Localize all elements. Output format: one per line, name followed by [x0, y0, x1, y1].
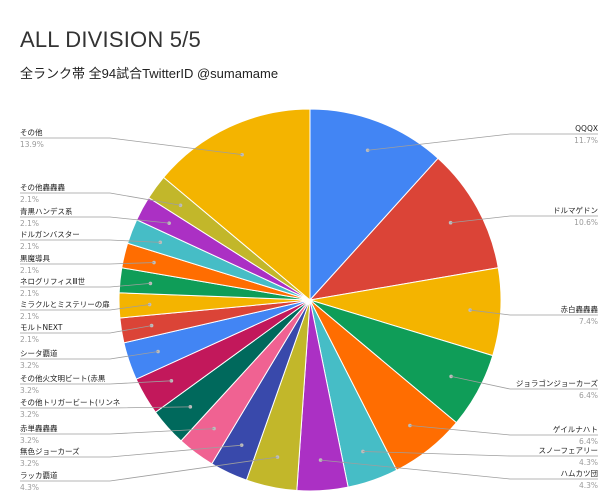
pie-slice[interactable] — [309, 108, 439, 302]
leader-line — [20, 304, 150, 311]
leader-lines — [20, 133, 598, 482]
slice-label: ラッカ覇道 — [20, 470, 58, 480]
slice-percent: 3.2% — [20, 436, 39, 445]
leader-line — [362, 451, 598, 457]
leader-line — [450, 376, 598, 390]
slice-percent: 3.2% — [20, 459, 39, 468]
slice-percent: 2.1% — [20, 289, 39, 298]
leader-line — [20, 239, 161, 243]
slice-label: 赤単轟轟轟 — [20, 423, 58, 433]
slice-percent: 3.2% — [20, 410, 39, 419]
leader-line — [20, 406, 191, 409]
slice-labels: QQQX 11.7% ドルマゲドン 10.6% 赤白轟轟轟 7.4% ジョラゴンジョーカーズ… — [20, 124, 598, 492]
slice-label: ジョラゴンジョーカーズ — [516, 378, 599, 388]
slice-percent: 6.4% — [579, 391, 598, 400]
slice-label: その他轟轟轟 — [20, 182, 65, 192]
slice-label: 青黒ハンデス系 — [20, 206, 73, 216]
slice-label: モルトNEXT — [20, 323, 63, 332]
pie-slice[interactable] — [308, 157, 499, 301]
slice-percent: 2.1% — [20, 219, 39, 228]
leader-line — [20, 380, 172, 385]
slice-percent: 2.1% — [20, 195, 39, 204]
leader-line — [20, 351, 159, 360]
leader-line — [20, 216, 170, 224]
leader-line — [20, 325, 152, 334]
leader-line — [320, 459, 598, 480]
slice-percent: 2.1% — [20, 312, 39, 321]
pie-slice[interactable] — [162, 108, 311, 302]
slice-percent: 2.1% — [20, 266, 39, 275]
leader-line — [367, 133, 598, 151]
slice-label: ミラクルとミステリーの扉 — [20, 299, 110, 309]
slice-label: スノーフェアリー — [538, 446, 598, 455]
slice-label: 黒魔導具 — [20, 253, 50, 263]
chart-title: ALL DIVISION 5/5 — [20, 27, 201, 52]
slice-label: ネログリフィスⅢ世 — [20, 276, 86, 286]
leader-line — [20, 456, 278, 482]
slice-percent: 2.1% — [20, 335, 39, 344]
slice-percent: 7.4% — [579, 317, 598, 326]
chart-subtitle: 全ランク帯 全94試合TwitterID @sumamame — [20, 66, 279, 81]
leader-line — [20, 262, 155, 265]
leader-dot — [275, 455, 280, 459]
slice-percent: 6.4% — [579, 437, 598, 446]
leader-line — [409, 425, 598, 436]
slice-label: 無色ジョーカーズ — [20, 446, 80, 456]
leader-line — [20, 428, 215, 435]
pie-slices — [118, 108, 502, 492]
slice-label: 赤白轟轟轟 — [561, 304, 599, 314]
slice-percent: 4.3% — [20, 483, 39, 492]
slice-percent: 10.6% — [574, 218, 598, 227]
slice-percent: 2.1% — [20, 242, 39, 251]
slice-percent: 4.3% — [579, 481, 598, 490]
slice-label: ゲイルナハト — [553, 425, 598, 434]
slice-percent: 11.7% — [574, 136, 598, 145]
slice-label: その他 — [20, 127, 43, 137]
slice-percent: 13.9% — [20, 140, 44, 149]
slice-percent: 3.2% — [20, 386, 39, 395]
slice-percent: 4.3% — [579, 458, 598, 467]
slice-label: ハムカツ団 — [561, 469, 599, 478]
leader-line — [20, 137, 243, 156]
leader-line — [20, 444, 242, 458]
leader-line — [20, 192, 181, 206]
slice-label: その他火文明ビート(赤黒 — [20, 373, 106, 383]
leader-line — [470, 309, 598, 316]
slice-label: その他トリガービート(リンネ — [20, 397, 120, 407]
slice-label: シータ覇道 — [20, 348, 58, 358]
slice-label: QQQX — [575, 124, 598, 133]
slice-percent: 3.2% — [20, 361, 39, 370]
leader-line — [450, 215, 598, 224]
slice-label: ドルガンバスター — [20, 229, 80, 239]
slice-label: ドルマゲドン — [553, 206, 598, 215]
leader-line — [20, 283, 151, 288]
